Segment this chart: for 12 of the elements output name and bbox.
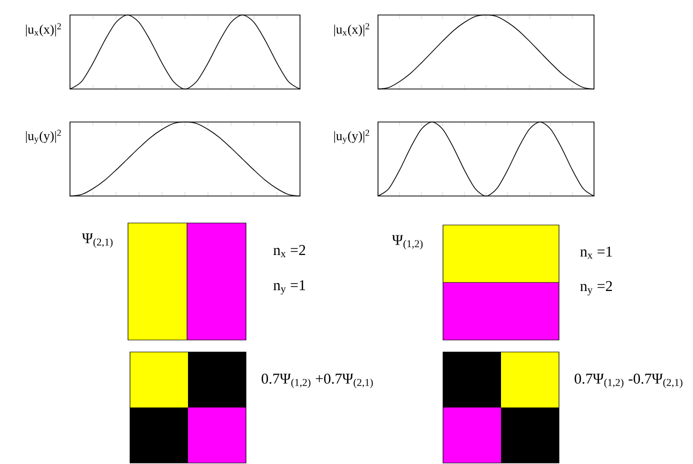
- text: 0.7Ψ$_{(1,2)}$ -0.7Ψ$_{(2,1)}$: [574, 374, 682, 388]
- text: 0.7Ψ$_{(1,2)}$ +0.7Ψ$_{(2,1)}$: [262, 374, 373, 388]
- y-axis-title: |u$_{x}$(x)|$^{2}$: [334, 23, 370, 36]
- y-axis-title: |u$_{y}$(y)|$^{2}$: [26, 130, 61, 144]
- text: n$_{y}$ =1: [273, 280, 306, 294]
- text: Ψ$_{(1,2)}$: [392, 235, 423, 250]
- y-axis-title: |u$_{y}$(y)|$^{2}$: [334, 130, 370, 144]
- text: n$_{y}$ =2: [580, 281, 612, 296]
- y-axis-title: |u$_{x}$(x)|$^{2}$: [26, 23, 61, 36]
- text: Ψ$_{(2,1)}$: [82, 233, 113, 248]
- text: n$_{x}$ =2: [273, 245, 306, 258]
- text: n$_{x}$ =1: [580, 246, 612, 259]
